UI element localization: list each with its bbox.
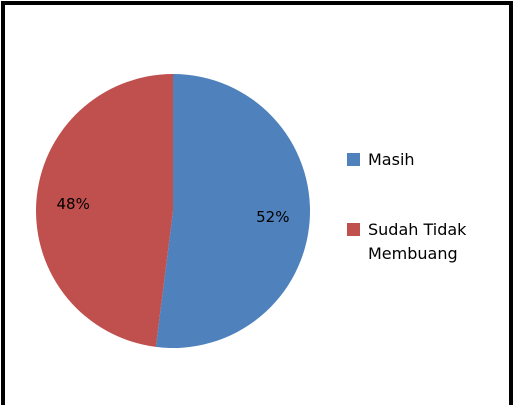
legend-swatch [347,153,360,166]
legend-label: Masih [368,150,415,169]
pie-slice [35,74,173,347]
data-label: 52% [256,208,289,226]
pie-slice [155,74,310,348]
legend-label: Sudah Tidak Membuang [368,220,467,263]
data-label: 48% [57,195,90,213]
legend-swatch [347,223,360,236]
